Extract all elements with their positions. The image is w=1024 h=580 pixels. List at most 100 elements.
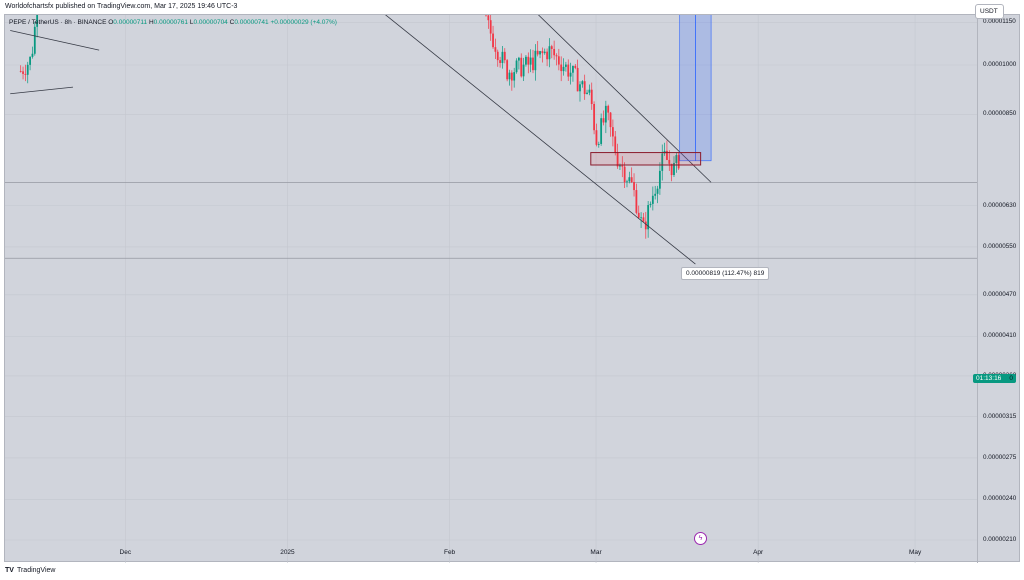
measure-label: 0.00000819 (112.47%) 819 [681,267,770,280]
candle-body [607,105,610,113]
tradingview-branding[interactable]: TV TradingView [5,567,55,574]
candle-body [529,57,532,65]
price-chart-svg[interactable]: Dec 2025 Feb Mar Apr May [5,15,977,563]
candle-body [576,67,579,92]
candle-body [36,15,39,27]
candle-body [637,212,640,218]
candle-body [604,105,607,123]
lightning-icon[interactable]: ϟ [694,532,707,545]
trendline [10,30,100,51]
symbol-name: PEPE / TetherUS · 8h · BINANCE [9,19,107,26]
candle-body [621,165,624,167]
price-tick-label: 0.00000315 [983,412,1017,420]
candle-body [536,50,539,55]
candle-body [515,60,518,73]
bar-countdown-badge: 01:13:16 0 [973,374,1016,383]
candle-body [532,57,534,71]
low-value: 0.00000704 [193,19,228,26]
brand-name: TradingView [16,567,56,574]
candle-body [539,51,541,55]
candle-body [677,155,680,169]
candle-body [593,104,595,131]
open-value: 0.00000711 [113,19,148,26]
candle-body [560,64,563,72]
candle-body [553,48,556,56]
candle-body [492,33,494,48]
countdown-price-tail: 0 [1009,375,1013,382]
open-label: O [108,19,114,26]
candle-body [527,56,530,65]
candle-body [633,182,635,191]
candle-body [595,130,598,145]
candle-body [647,205,650,230]
candle-body [590,89,593,105]
candle-body [496,51,499,61]
price-tick-label: 0.00000240 [983,495,1017,503]
candle-body [494,47,497,52]
x-axis-tick-label: 2025 [280,549,295,556]
candle-body [522,64,525,77]
candle-body [31,53,34,57]
price-tick-label: 0.00000410 [983,332,1017,340]
price-tick-label: 0.00001000 [983,61,1017,68]
candle-body [26,64,29,75]
candle-body [611,127,614,137]
candle-body [513,72,516,81]
candle-body [520,57,523,77]
publish-caption: Worldofchartsfx published on TradingView… [5,3,238,10]
candle-body [623,166,626,183]
currency-button[interactable]: USDT [975,4,1004,19]
countdown-time: 01:13:16 [976,375,1002,382]
low-label: L [189,19,194,26]
candle-body [616,152,619,167]
candle-body [548,46,551,60]
candle-body [635,190,638,213]
candle-body [541,51,544,54]
price-axis[interactable]: 0.000110000.000095000.000080000.00007000… [977,15,1021,563]
candle-body [670,163,673,176]
candle-body [510,72,513,81]
price-tick-label: 0.00000470 [983,290,1017,298]
candle-body [525,56,527,65]
tradingview-logo-icon: TV [5,567,14,574]
candle-body [597,143,600,145]
candle-body [581,81,584,85]
candle-body [673,162,675,176]
candle-body [628,177,631,182]
candle-body [517,57,520,61]
candle-body [555,55,558,57]
price-tick-label: 0.00000275 [983,453,1017,461]
candle-body [600,118,603,144]
candle-body [619,165,621,167]
candle-body [661,153,664,171]
symbol-legend: PEPE / TetherUS · 8h · BINANCE O0.000007… [9,19,337,26]
change-value: +0.00000029 (+4.07%) [270,19,337,26]
candle-body [543,51,546,54]
trendline [10,86,74,95]
candle-body [550,46,553,49]
candle-body [579,84,581,92]
candle-body [564,64,567,67]
candle-body [33,26,36,54]
chart-pane[interactable]: Dec 2025 Feb Mar Apr May PEPE / TetherUS · 8h… [4,14,1021,563]
candle-body [24,73,27,75]
candle-body [654,193,657,196]
candle-body [567,64,570,77]
candle-body [506,60,509,80]
candle-body [557,56,560,65]
candle-body [644,221,647,230]
candle-body [22,71,24,74]
high-value: 0.00000761 [153,19,189,26]
candle-body [630,177,633,183]
candle-body [675,155,678,163]
x-axis-tick-label: Dec [120,549,132,556]
candle-body [668,159,671,164]
candle-body [29,56,31,65]
candle-body [666,150,668,160]
candle-body [19,71,22,72]
price-tick-label: 0.00000630 [983,201,1017,209]
support-zone-box [590,152,702,166]
candle-body [609,112,612,128]
x-axis-tick-label: Apr [753,549,764,556]
candle-body [642,217,645,222]
